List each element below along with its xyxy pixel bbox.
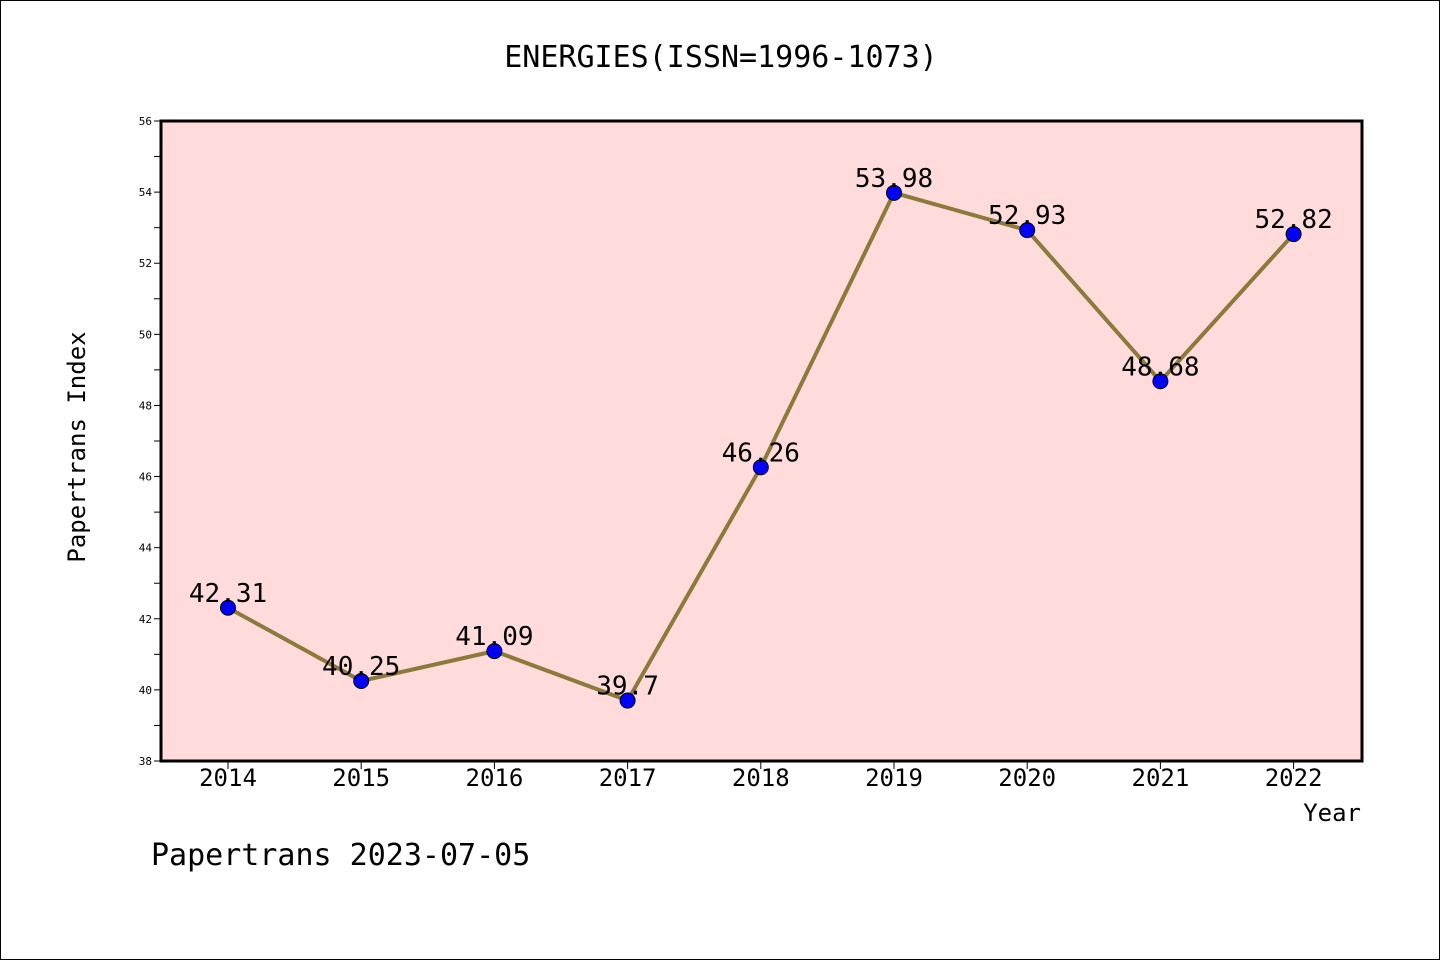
- data-point: [886, 184, 902, 201]
- data-point: [619, 692, 636, 709]
- data-point: [486, 643, 503, 660]
- data-label: 52.82: [1254, 205, 1332, 235]
- y-tick-label: 48: [139, 399, 152, 412]
- data-point: [353, 673, 370, 689]
- data-label: 48.68: [1121, 352, 1199, 382]
- x-tick-label: 2018: [732, 764, 790, 792]
- y-tick-label: 52: [139, 257, 152, 270]
- x-axis-label: Year: [1303, 799, 1361, 827]
- x-tick-label: 2022: [1265, 764, 1323, 792]
- y-tick-label: 56: [139, 115, 152, 128]
- x-tick-label: 2021: [1132, 764, 1190, 792]
- plot-border: [159, 119, 1364, 763]
- data-label: 41.09: [455, 622, 533, 652]
- x-tick-label: 2017: [599, 764, 657, 792]
- data-label: 53.98: [855, 164, 933, 194]
- data-label: 42.31: [189, 579, 267, 609]
- y-tick-label: 54: [139, 186, 153, 199]
- data-label: 46.26: [722, 438, 800, 468]
- y-axis: 38 40 42 44 46 48 50 52 54 56: [139, 115, 161, 768]
- data-label: 40.25: [322, 652, 400, 682]
- x-tick-label: 2019: [865, 764, 923, 792]
- x-tick-label: 2014: [199, 764, 257, 792]
- y-tick-label: 46: [139, 471, 152, 484]
- y-tick-label: 40: [139, 684, 152, 697]
- plot-area: [161, 121, 1362, 761]
- data-label: 39.7: [596, 672, 659, 702]
- footer-text: Papertrans 2023-07-05: [151, 838, 530, 873]
- y-tick-label: 44: [139, 542, 153, 555]
- data-point: [1285, 226, 1302, 243]
- data-label: 52.93: [988, 201, 1066, 231]
- y-tick-label: 42: [139, 613, 152, 626]
- data-point: [220, 599, 236, 616]
- x-tick-label: 2016: [466, 764, 524, 792]
- data-labels: 42.31 40.25 41.09 39.7 46.26 53.98 52.93 48.68 5…: [189, 164, 1333, 702]
- x-tick-label: 2020: [998, 764, 1056, 792]
- data-point: [752, 459, 769, 476]
- data-point: [1152, 373, 1169, 390]
- y-tick-label: 50: [139, 328, 152, 341]
- data-point: [1019, 222, 1036, 239]
- y-axis-label: Papertrans Index: [63, 331, 91, 562]
- y-tick-label: 38: [139, 755, 152, 768]
- x-axis: 2014 2015 2016 2017 2018 2019 2020 2021 2022: [199, 761, 1322, 792]
- data-markers: [220, 184, 1302, 709]
- x-tick-label: 2015: [332, 764, 390, 792]
- chart-title: ENERGIES(ISSN=1996-1073): [504, 40, 937, 75]
